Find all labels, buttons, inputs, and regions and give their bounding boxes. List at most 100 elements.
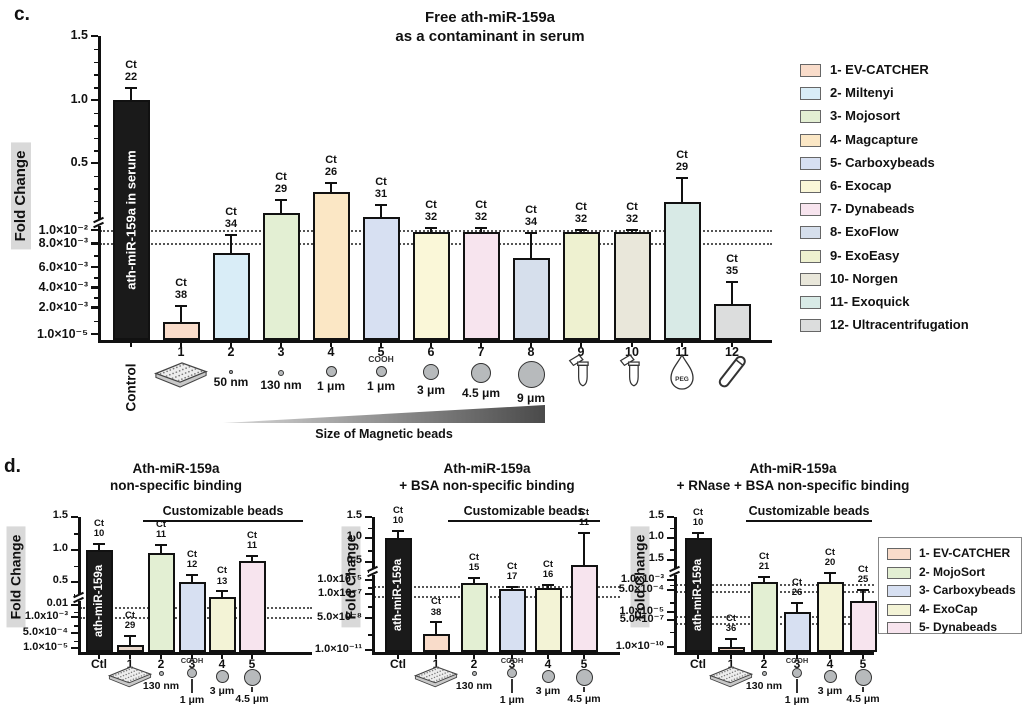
- error-bar-line: [435, 622, 437, 635]
- ct-label: Ct 20: [805, 547, 855, 569]
- y-tick-label: 1.0×10⁻⁵: [36, 326, 88, 341]
- well-plate-icon: [153, 358, 209, 391]
- well-plate-icon: [107, 663, 153, 690]
- ct-label-line: 15: [468, 562, 480, 574]
- error-bar-line: [430, 227, 432, 233]
- y-minor-tick: [94, 61, 99, 64]
- y-axis-line: [98, 36, 101, 342]
- bar-2: [147, 553, 175, 652]
- error-bar-line: [397, 530, 399, 538]
- ct-label-line: Ct: [155, 518, 167, 530]
- y-tick: [365, 616, 372, 620]
- ct-label-line: Ct: [857, 563, 869, 575]
- chart-title-line: Free ath-miR-159a: [424, 9, 556, 26]
- bead-size-label: 3 μm: [535, 685, 561, 697]
- error-bar-cap: [124, 634, 136, 637]
- x-tick: [583, 654, 585, 659]
- ct-label-line: 32: [474, 210, 488, 223]
- bead-label-connector: [191, 679, 193, 693]
- ct-label-line: 11: [246, 540, 258, 552]
- chart-title: Ath-miR-159a non-specific binding: [0, 460, 356, 495]
- ct-label: Ct 31: [356, 176, 406, 201]
- error-bar-cap: [626, 228, 638, 231]
- y-minor-tick: [670, 584, 675, 587]
- legend-swatch: [800, 180, 821, 193]
- bar-5: [238, 561, 266, 652]
- y-minor-tick: [94, 277, 99, 279]
- y-tick-label: 1.0×10⁻⁵: [23, 640, 68, 653]
- y-tick: [91, 228, 98, 232]
- bar-4: [534, 588, 562, 652]
- y-tick: [667, 579, 674, 582]
- bead-size-label: 3 μm: [817, 685, 843, 697]
- x-tick: [473, 654, 475, 659]
- y-tick-label: 1.5: [648, 509, 664, 521]
- bead-icon: [215, 670, 229, 683]
- legend-item-label: 10- Norgen: [830, 270, 898, 286]
- x-label: 4: [327, 345, 335, 359]
- chart-title: Ath-miR-159a + RNase + BSA non-specific b…: [613, 460, 973, 495]
- y-tick-label: 5.0×10⁻⁴: [22, 625, 68, 638]
- y-tick: [667, 646, 674, 649]
- ct-label-line: Ct: [392, 504, 404, 516]
- x-label: 7: [477, 345, 485, 359]
- error-bar-line: [547, 585, 549, 588]
- legend-swatch: [800, 203, 821, 217]
- ct-label-line: 34: [224, 217, 238, 230]
- bead-icon: [792, 668, 802, 678]
- reference-dotted-line: [100, 230, 772, 233]
- bead-size-label: 130 nm: [745, 680, 783, 692]
- legend-item-label: 1- EV-CATCHER: [830, 62, 929, 77]
- y-tick: [71, 616, 78, 619]
- y-minor-tick: [94, 150, 99, 152]
- error-bar-cap: [542, 584, 554, 587]
- ct-label: Ct 26: [772, 577, 822, 599]
- error-bar-line: [180, 305, 182, 322]
- bar-3: [178, 582, 206, 652]
- chart-title-line: + BSA non-specific binding: [399, 478, 575, 494]
- error-bar-line: [191, 575, 193, 583]
- legend-item-label: 5- Carboxybeads: [830, 154, 935, 170]
- error-bar-line: [251, 556, 253, 562]
- ct-label: Ct 12: [167, 549, 217, 571]
- legend-swatch: [800, 249, 821, 263]
- x-tick: [511, 654, 513, 659]
- chart-title-line: + RNase + BSA non-specific binding: [676, 478, 910, 494]
- error-bar-line: [330, 182, 332, 192]
- error-bar-line: [580, 229, 582, 233]
- bead-icon: [278, 370, 284, 376]
- y-minor-tick: [368, 550, 373, 552]
- x-label: 3: [277, 345, 285, 359]
- x-tick: [230, 342, 232, 347]
- bar-1: [717, 646, 745, 652]
- x-tick: [730, 654, 732, 659]
- x-tick: [330, 342, 332, 347]
- x-tick: [380, 342, 382, 347]
- error-bar-cap: [392, 529, 404, 532]
- ct-label: Ct 29: [657, 148, 707, 174]
- y-minor-tick: [368, 587, 373, 589]
- bar-control: ath-miR-159a in serum: [112, 99, 150, 340]
- x-tick: [697, 654, 699, 659]
- chart-title: Ath-miR-159a + BSA non-specific binding: [307, 460, 667, 495]
- bar-2: [460, 583, 488, 652]
- y-tick: [91, 266, 98, 269]
- cooh-label: COOH: [500, 656, 524, 665]
- legend-swatch: [887, 585, 911, 598]
- ct-label-line: Ct: [676, 148, 688, 161]
- legend-swatch: [887, 622, 911, 635]
- ct-label-line: 20: [824, 557, 836, 569]
- y-tick: [91, 306, 98, 309]
- y-tick-label: 1.0×10⁻¹¹: [314, 642, 362, 655]
- bead-label-connector: [511, 679, 513, 693]
- ct-label: Ct 32: [406, 199, 456, 224]
- bar-vertical-label: ath-miR-159a: [93, 564, 105, 638]
- ct-label-line: Ct: [125, 58, 137, 71]
- chart-title-line: Ath-miR-159a: [749, 461, 837, 476]
- error-bar-cap: [216, 590, 228, 593]
- legend-item-label: 12- Ultracentrifugation: [830, 317, 969, 333]
- y-minor-tick: [94, 188, 99, 190]
- x-tick: [191, 654, 193, 659]
- y-tick-label: 4.0×10⁻³: [38, 280, 88, 295]
- x-label: 3: [508, 657, 516, 671]
